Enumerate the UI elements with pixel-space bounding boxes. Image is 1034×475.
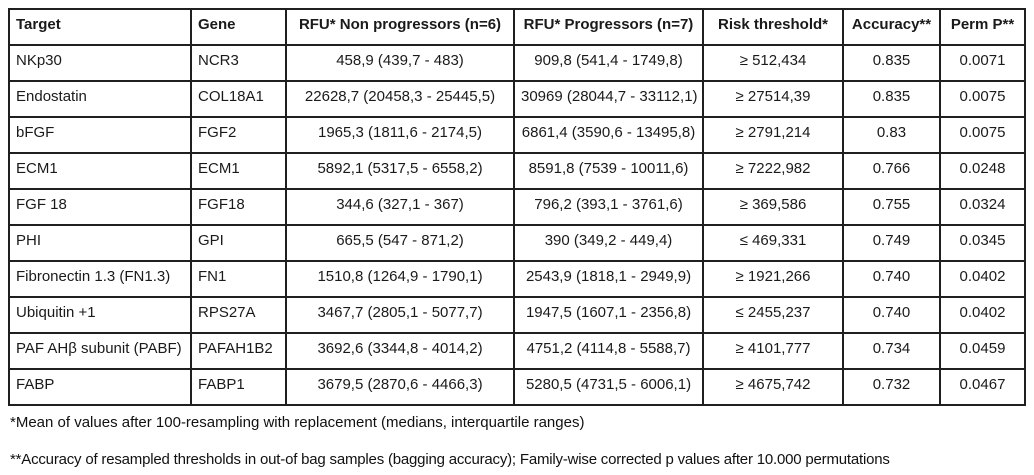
cell-accuracy: 0.835 <box>842 44 941 82</box>
cell-perm-p: 0.0075 <box>939 116 1026 154</box>
cell-rfu-non-progressors: 3679,5 (2870,6 - 4466,3) <box>285 368 515 406</box>
table-row: Fibronectin 1.3 (FN1.3) FN1 1510,8 (1264,9… <box>8 260 1026 298</box>
column-header-rfu-non-progressors: RFU* Non progressors (n=6) <box>285 8 515 46</box>
cell-risk-threshold: ≥ 2791,214 <box>702 116 844 154</box>
cell-rfu-progressors: 909,8 (541,4 - 1749,8) <box>513 44 704 82</box>
cell-rfu-progressors: 2543,9 (1818,1 - 2949,9) <box>513 260 704 298</box>
cell-rfu-progressors: 1947,5 (1607,1 - 2356,8) <box>513 296 704 334</box>
cell-accuracy: 0.732 <box>842 368 941 406</box>
cell-gene: FGF2 <box>190 116 287 154</box>
cell-gene: GPI <box>190 224 287 262</box>
cell-target: Endostatin <box>8 80 192 118</box>
table-row: PHI GPI 665,5 (547 - 871,2) 390 (349,2 - 44… <box>8 224 1026 262</box>
cell-rfu-progressors: 4751,2 (4114,8 - 5588,7) <box>513 332 704 370</box>
column-header-risk-threshold: Risk threshold* <box>702 8 844 46</box>
cell-gene: COL18A1 <box>190 80 287 118</box>
cell-target: FGF 18 <box>8 188 192 226</box>
cell-target: bFGF <box>8 116 192 154</box>
cell-rfu-non-progressors: 5892,1 (5317,5 - 6558,2) <box>285 152 515 190</box>
table-body: NKp30 NCR3 458,9 (439,7 - 483) 909,8 (541,4… <box>8 44 1026 406</box>
cell-gene: RPS27A <box>190 296 287 334</box>
footnote-resampling: *Mean of values after 100-resampling wit… <box>10 414 585 431</box>
cell-perm-p: 0.0402 <box>939 260 1026 298</box>
cell-perm-p: 0.0402 <box>939 296 1026 334</box>
table-row: bFGF FGF2 1965,3 (1811,6 - 2174,5) 6861,4 (… <box>8 116 1026 154</box>
cell-rfu-non-progressors: 344,6 (327,1 - 367) <box>285 188 515 226</box>
column-header-perm-p: Perm P** <box>939 8 1026 46</box>
cell-gene: ECM1 <box>190 152 287 190</box>
page: Target Gene RFU* Non progressors (n=6) R… <box>0 8 1034 475</box>
cell-risk-threshold: ≤ 469,331 <box>702 224 844 262</box>
cell-accuracy: 0.749 <box>842 224 941 262</box>
cell-accuracy: 0.766 <box>842 152 941 190</box>
cell-perm-p: 0.0345 <box>939 224 1026 262</box>
cell-rfu-progressors: 8591,8 (7539 - 10011,6) <box>513 152 704 190</box>
cell-risk-threshold: ≥ 4101,777 <box>702 332 844 370</box>
cell-rfu-non-progressors: 3692,6 (3344,8 - 4014,2) <box>285 332 515 370</box>
cell-risk-threshold: ≥ 512,434 <box>702 44 844 82</box>
column-header-target: Target <box>8 8 192 46</box>
cell-target: Fibronectin 1.3 (FN1.3) <box>8 260 192 298</box>
cell-risk-threshold: ≥ 1921,266 <box>702 260 844 298</box>
column-header-rfu-progressors: RFU* Progressors (n=7) <box>513 8 704 46</box>
cell-perm-p: 0.0467 <box>939 368 1026 406</box>
cell-rfu-progressors: 5280,5 (4731,5 - 6006,1) <box>513 368 704 406</box>
cell-risk-threshold: ≥ 4675,742 <box>702 368 844 406</box>
table-row: Endostatin COL18A1 22628,7 (20458,3 - 2544… <box>8 80 1026 118</box>
cell-gene: FN1 <box>190 260 287 298</box>
column-header-accuracy: Accuracy** <box>842 8 941 46</box>
cell-rfu-non-progressors: 665,5 (547 - 871,2) <box>285 224 515 262</box>
cell-perm-p: 0.0071 <box>939 44 1026 82</box>
cell-gene: NCR3 <box>190 44 287 82</box>
cell-rfu-non-progressors: 458,9 (439,7 - 483) <box>285 44 515 82</box>
footnote-accuracy: **Accuracy of resampled thresholds in ou… <box>10 451 890 468</box>
cell-accuracy: 0.740 <box>842 296 941 334</box>
cell-risk-threshold: ≤ 2455,237 <box>702 296 844 334</box>
cell-target: ECM1 <box>8 152 192 190</box>
cell-rfu-progressors: 6861,4 (3590,6 - 13495,8) <box>513 116 704 154</box>
cell-accuracy: 0.83 <box>842 116 941 154</box>
biomarker-table: Target Gene RFU* Non progressors (n=6) R… <box>8 8 1026 406</box>
cell-rfu-non-progressors: 1965,3 (1811,6 - 2174,5) <box>285 116 515 154</box>
cell-rfu-non-progressors: 22628,7 (20458,3 - 25445,5) <box>285 80 515 118</box>
table-row: ECM1 ECM1 5892,1 (5317,5 - 6558,2) 8591,8 (… <box>8 152 1026 190</box>
cell-rfu-progressors: 390 (349,2 - 449,4) <box>513 224 704 262</box>
cell-gene: PAFAH1B2 <box>190 332 287 370</box>
cell-perm-p: 0.0459 <box>939 332 1026 370</box>
cell-perm-p: 0.0248 <box>939 152 1026 190</box>
cell-accuracy: 0.740 <box>842 260 941 298</box>
table-row: FGF 18 FGF18 344,6 (327,1 - 367) 796,2 (393… <box>8 188 1026 226</box>
cell-perm-p: 0.0075 <box>939 80 1026 118</box>
cell-target: PAF AHβ subunit (PABF) <box>8 332 192 370</box>
cell-target: NKp30 <box>8 44 192 82</box>
cell-risk-threshold: ≥ 369,586 <box>702 188 844 226</box>
cell-gene: FGF18 <box>190 188 287 226</box>
table-row: FABP FABP1 3679,5 (2870,6 - 4466,3) 5280,5 … <box>8 368 1026 406</box>
table-row: NKp30 NCR3 458,9 (439,7 - 483) 909,8 (541,4… <box>8 44 1026 82</box>
table-row: PAF AHβ subunit (PABF) PAFAH1B2 3692,6 (33… <box>8 332 1026 370</box>
cell-rfu-progressors: 30969 (28044,7 - 33112,1) <box>513 80 704 118</box>
cell-rfu-progressors: 796,2 (393,1 - 3761,6) <box>513 188 704 226</box>
cell-accuracy: 0.734 <box>842 332 941 370</box>
cell-gene: FABP1 <box>190 368 287 406</box>
cell-accuracy: 0.835 <box>842 80 941 118</box>
cell-risk-threshold: ≥ 27514,39 <box>702 80 844 118</box>
cell-rfu-non-progressors: 1510,8 (1264,9 - 1790,1) <box>285 260 515 298</box>
cell-perm-p: 0.0324 <box>939 188 1026 226</box>
cell-rfu-non-progressors: 3467,7 (2805,1 - 5077,7) <box>285 296 515 334</box>
cell-target: Ubiquitin +1 <box>8 296 192 334</box>
cell-accuracy: 0.755 <box>842 188 941 226</box>
table-row: Ubiquitin +1 RPS27A 3467,7 (2805,1 - 5077,… <box>8 296 1026 334</box>
column-header-gene: Gene <box>190 8 287 46</box>
table-header-row: Target Gene RFU* Non progressors (n=6) R… <box>8 8 1026 46</box>
cell-risk-threshold: ≥ 7222,982 <box>702 152 844 190</box>
cell-target: FABP <box>8 368 192 406</box>
cell-target: PHI <box>8 224 192 262</box>
